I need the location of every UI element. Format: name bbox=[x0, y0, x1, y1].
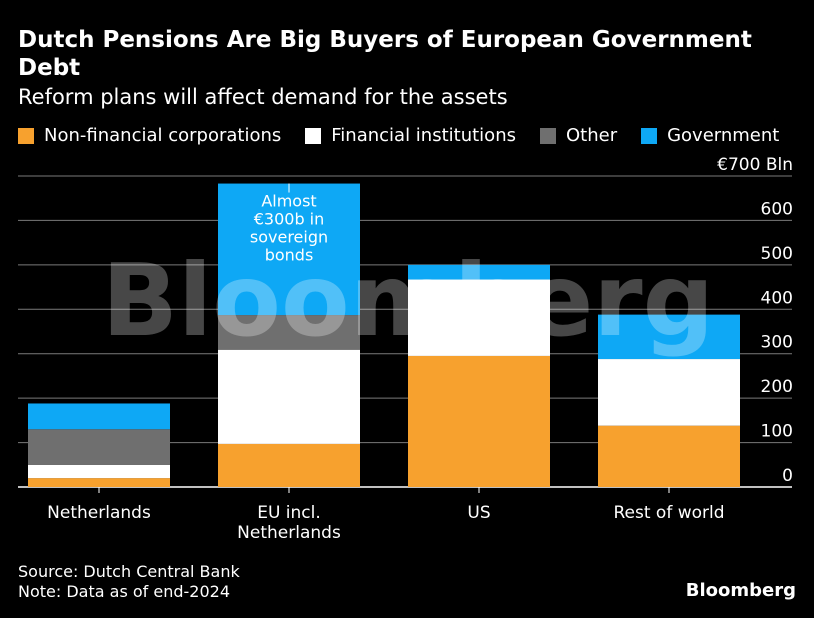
legend: Non-financial corporations Financial ins… bbox=[18, 125, 779, 147]
y-tick-label: 500 bbox=[761, 244, 793, 264]
legend-item-other: Other bbox=[539, 125, 618, 147]
bar-eu-incl-netherlands-non-financial-corporations bbox=[218, 443, 360, 487]
legend-item-financial: Financial institutions bbox=[305, 125, 516, 147]
legend-label-non-financial: Non-financial corporations bbox=[44, 125, 282, 146]
annotation-label: Almost €300b in sovereign bonds bbox=[250, 192, 328, 265]
bar-eu-incl-netherlands-financial-institutions bbox=[218, 349, 360, 444]
x-tick-label: Netherlands bbox=[47, 503, 151, 523]
bars bbox=[28, 183, 740, 487]
y-tick-label: 0 bbox=[782, 466, 793, 486]
x-tick-label: EU incl. Netherlands bbox=[237, 503, 341, 543]
x-tick-label: Rest of world bbox=[613, 503, 724, 523]
legend-swatch-government bbox=[641, 128, 658, 144]
legend-item-government: Government bbox=[641, 125, 779, 147]
legend-label-government: Government bbox=[667, 125, 780, 146]
legend-swatch-other bbox=[539, 128, 556, 144]
y-tick-label: 300 bbox=[761, 333, 793, 353]
chart-title: Dutch Pensions Are Big Buyers of Europea… bbox=[18, 27, 752, 81]
bar-eu-incl-netherlands-other bbox=[218, 315, 360, 350]
labels: 0 100 200 300 400 500 600 €700 Bln Netherlands EU… bbox=[47, 155, 793, 543]
footer: Source: Dutch Central Bank Note: Data as… bbox=[18, 562, 240, 602]
bar-us-government bbox=[408, 264, 550, 280]
legend-label-financial: Financial institutions bbox=[331, 125, 516, 146]
y-tick-label: 200 bbox=[761, 377, 793, 397]
bar-us-financial-institutions bbox=[408, 279, 550, 356]
x-tick-label: US bbox=[467, 503, 490, 523]
y-tick-label: €700 Bln bbox=[717, 155, 793, 175]
bar-netherlands-government bbox=[28, 403, 170, 430]
bar-us-non-financial-corporations bbox=[408, 355, 550, 487]
watermark: Bloomberg bbox=[102, 242, 714, 359]
legend-swatch-financial bbox=[305, 128, 322, 144]
bar-rest-of-world-non-financial-corporations bbox=[598, 425, 740, 487]
data-note: Note: Data as of end-2024 bbox=[18, 582, 231, 601]
legend-label-other: Other bbox=[565, 125, 618, 146]
source-note: Source: Dutch Central Bank bbox=[18, 562, 240, 581]
bar-netherlands-financial-institutions bbox=[28, 464, 170, 479]
bar-rest-of-world-financial-institutions bbox=[598, 359, 740, 426]
legend-swatch-non-financial bbox=[18, 128, 34, 144]
legend-item-non-financial: Non-financial corporations bbox=[18, 125, 281, 147]
bar-netherlands-non-financial-corporations bbox=[28, 478, 170, 487]
bar-eu-incl-netherlands-government bbox=[218, 183, 360, 316]
bar-rest-of-world-government bbox=[598, 314, 740, 360]
y-tick-label: 600 bbox=[761, 199, 793, 219]
y-tick-label: 400 bbox=[761, 288, 793, 308]
y-tick-label: 100 bbox=[761, 422, 793, 442]
chart-subtitle: Reform plans will affect demand for the … bbox=[18, 85, 508, 109]
bloomberg-logo: Bloomberg bbox=[685, 580, 796, 601]
bar-netherlands-other bbox=[28, 429, 170, 465]
